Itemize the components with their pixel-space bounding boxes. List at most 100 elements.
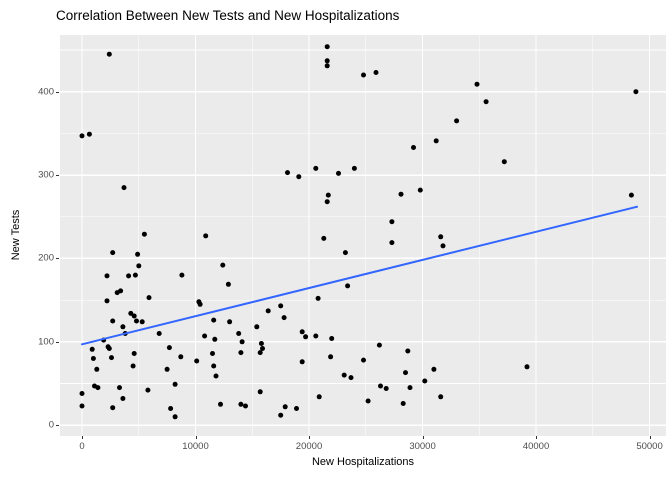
scatter-point [265, 308, 271, 314]
scatter-point [313, 333, 319, 339]
x-axis-title: New Hospitalizations [311, 456, 415, 468]
scatter-point [345, 283, 351, 289]
scatter-point [440, 243, 446, 249]
scatter-point [79, 133, 85, 139]
scatter-point [285, 170, 290, 176]
scatter-point [104, 273, 110, 279]
scatter-point [383, 386, 389, 391]
scatter-point [225, 281, 231, 287]
scatter-point [324, 58, 330, 64]
scatter-point [313, 165, 319, 171]
scatter-point [172, 381, 178, 387]
scatter-point [164, 366, 170, 372]
scatter-point [179, 272, 185, 278]
panel-background [60, 35, 666, 436]
x-tick-mark [309, 436, 311, 439]
x-tick-mark [422, 436, 424, 439]
scatter-point [483, 99, 489, 105]
x-tick-label: 40000 [522, 441, 550, 452]
scatter-point [365, 398, 371, 404]
x-tick-mark [195, 436, 197, 439]
scatter-point [389, 240, 395, 246]
scatter-point [501, 159, 507, 165]
scatter-point [325, 192, 331, 198]
scatter-point [438, 234, 444, 240]
scatter-point [194, 358, 200, 364]
scatter-point [120, 396, 126, 401]
scatter-point [321, 235, 327, 241]
scatter-point [109, 355, 114, 361]
x-tick-label: 50000 [636, 441, 663, 452]
scatter-point [398, 191, 404, 197]
scatter-point [633, 89, 639, 95]
scatter-point [260, 346, 265, 351]
scatter-point [79, 391, 85, 396]
scatter-point [130, 363, 136, 369]
scatter-point [422, 378, 428, 384]
scatter-point [212, 336, 218, 342]
x-tick-mark [82, 436, 84, 439]
scatter-point [411, 145, 416, 150]
scatter-point [278, 303, 284, 309]
scatter-point [454, 118, 460, 124]
scatter-point [403, 370, 408, 376]
scatter-point [106, 346, 112, 351]
scatter-point [79, 403, 85, 409]
scatter-point [299, 329, 305, 335]
scatter-point [342, 250, 348, 256]
scatter-point [131, 351, 137, 356]
scatter-point [218, 401, 223, 407]
scatter-point [373, 70, 379, 75]
scatter-point [134, 318, 139, 324]
x-tick-label: 20000 [295, 441, 323, 452]
scatter-point [433, 138, 439, 144]
scatter-point [89, 346, 95, 352]
scatter-point [120, 324, 126, 330]
scatter-point [474, 81, 480, 87]
scatter-point [128, 310, 134, 316]
scatter-point [90, 356, 96, 361]
scatter-point [348, 375, 354, 381]
scatter-point [405, 348, 411, 354]
y-tick-label: 100 [38, 336, 54, 348]
scatter-point [178, 354, 184, 360]
scatter-point [86, 131, 92, 137]
x-tick-mark [649, 436, 651, 439]
y-tick-mark [56, 341, 59, 343]
scatter-point [316, 394, 322, 400]
scatter-point [324, 63, 330, 69]
x-tick-label: 30000 [409, 441, 436, 452]
scatter-point [145, 387, 151, 393]
scatter-point [329, 336, 335, 341]
scatter-point [220, 262, 226, 268]
scatter-point [243, 403, 248, 409]
scatter-point [281, 315, 287, 321]
scatter-point [139, 319, 145, 325]
trend-line [81, 205, 639, 346]
scatter-point [257, 389, 263, 395]
scatter-point [341, 372, 347, 378]
scatter-point [202, 333, 208, 339]
scatter-point [303, 334, 309, 340]
scatter-point [438, 394, 444, 400]
scatter-point [278, 412, 284, 418]
scatter-point [211, 363, 217, 369]
scatter-point [110, 405, 116, 411]
y-tick-label: 400 [38, 86, 54, 98]
scatter-point [238, 350, 244, 356]
scatter-point [213, 373, 219, 379]
scatter-point [118, 288, 124, 294]
y-tick-mark [56, 425, 59, 427]
x-tick-label: 10000 [182, 441, 209, 452]
scatter-point [299, 359, 305, 365]
scatter-point [210, 351, 215, 356]
scatter-point [203, 233, 209, 239]
plot-panel [60, 35, 666, 436]
y-tick-mark [56, 175, 59, 177]
scatter-point [254, 324, 260, 330]
scatter-point [110, 250, 116, 256]
scatter-point [104, 298, 110, 304]
scatter-point [168, 406, 174, 411]
scatter-point [211, 317, 217, 323]
